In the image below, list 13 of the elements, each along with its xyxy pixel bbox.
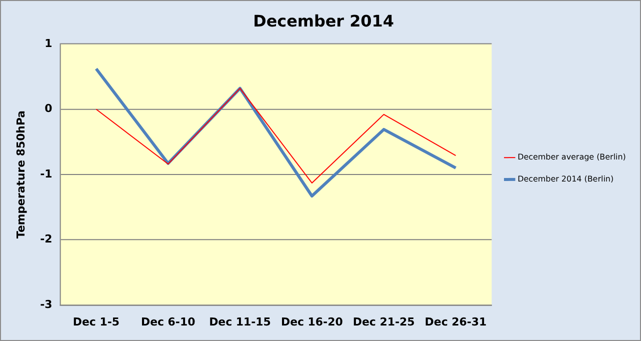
chart-title: December 2014 <box>253 12 394 31</box>
y-tick-label: -1 <box>40 167 52 180</box>
y-axis-title: Temperature 850hPa <box>14 110 28 238</box>
y-tick-label: -3 <box>40 298 52 311</box>
x-tick-label: Dec 1-5 <box>72 315 120 328</box>
y-tick-label: -2 <box>40 232 52 246</box>
x-tick-label: Dec 11-15 <box>209 315 271 328</box>
x-tick-label: Dec 26-31 <box>424 315 487 328</box>
x-tick-label: Dec 6-10 <box>140 315 196 328</box>
x-tick-label: Dec 21-25 <box>352 315 415 328</box>
x-tick-label: Dec 16-20 <box>280 315 344 328</box>
y-tick-label: 0 <box>44 102 53 116</box>
y-tick-label: 1 <box>44 36 52 50</box>
